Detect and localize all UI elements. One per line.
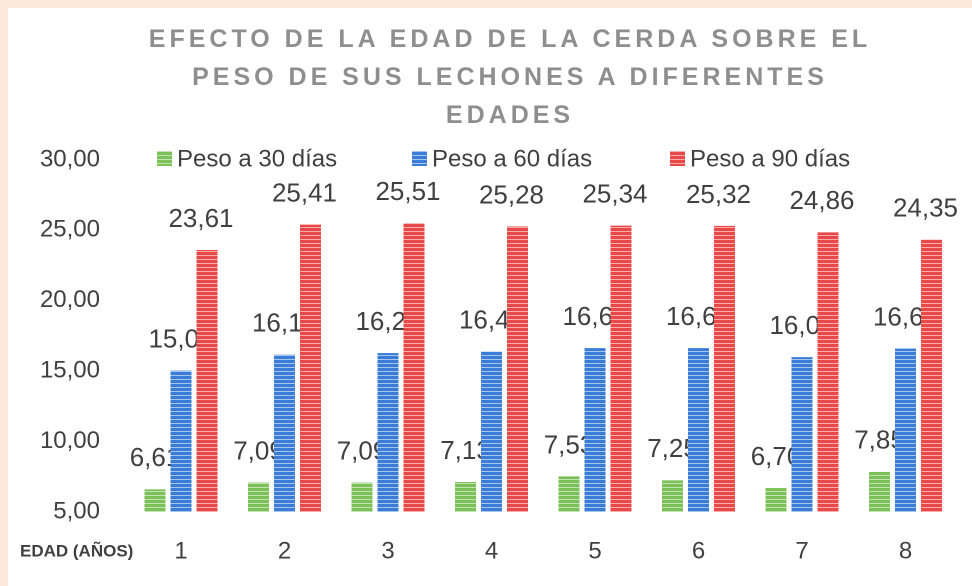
bar bbox=[455, 482, 476, 512]
bar bbox=[377, 353, 399, 512]
bar bbox=[170, 370, 192, 512]
bar bbox=[144, 489, 166, 512]
legend-label: Peso a 30 días bbox=[177, 145, 337, 172]
x-tick-label: 2 bbox=[278, 537, 291, 564]
y-tick-label: 25,00 bbox=[40, 216, 100, 243]
bar bbox=[351, 482, 373, 512]
data-label: 25,32 bbox=[686, 179, 751, 209]
x-tick-label: 1 bbox=[174, 537, 187, 564]
bar bbox=[817, 232, 839, 512]
legend-label: Peso a 90 días bbox=[690, 145, 850, 172]
bar bbox=[921, 239, 942, 512]
y-tick-label: 20,00 bbox=[40, 286, 100, 313]
bar bbox=[584, 348, 606, 512]
bar bbox=[610, 225, 632, 512]
bar bbox=[481, 351, 502, 512]
data-label: 25,41 bbox=[272, 178, 337, 208]
y-tick-label: 10,00 bbox=[40, 427, 100, 454]
chart-title: EFECTO DE LA EDAD DE LA CERDA SOBRE EL P… bbox=[148, 25, 872, 129]
data-label: 23,61 bbox=[168, 203, 233, 233]
y-tick-label: 5,00 bbox=[53, 497, 100, 524]
x-axis-label: EDAD (AÑOS) bbox=[20, 540, 133, 560]
bar bbox=[714, 225, 735, 512]
bar bbox=[765, 488, 787, 512]
bar bbox=[791, 357, 813, 512]
x-tick-label: 3 bbox=[381, 537, 394, 564]
legend-swatch bbox=[670, 151, 685, 166]
bar bbox=[869, 471, 890, 512]
bar bbox=[895, 348, 916, 512]
data-label: 24,35 bbox=[893, 192, 958, 222]
x-tick-label: 7 bbox=[795, 537, 808, 564]
data-label: 25,28 bbox=[479, 179, 544, 209]
bar bbox=[558, 476, 580, 512]
legend-swatch bbox=[157, 151, 172, 166]
bar bbox=[274, 354, 295, 512]
bar bbox=[688, 348, 709, 512]
y-tick-label: 30,00 bbox=[40, 145, 100, 172]
x-tick-label: 5 bbox=[588, 537, 601, 564]
x-tick-label: 6 bbox=[692, 537, 705, 564]
x-tick-label: 4 bbox=[485, 537, 498, 564]
bar bbox=[196, 249, 218, 513]
y-tick-label: 15,00 bbox=[40, 357, 100, 384]
legend-swatch bbox=[412, 151, 427, 166]
bar bbox=[248, 482, 269, 512]
data-label: 25,51 bbox=[375, 176, 440, 206]
legend-label: Peso a 60 días bbox=[432, 145, 592, 172]
x-tick-label: 8 bbox=[899, 537, 912, 564]
data-label: 25,34 bbox=[582, 178, 647, 208]
data-label: 24,86 bbox=[789, 185, 854, 215]
bar bbox=[300, 224, 321, 512]
bar bbox=[507, 226, 528, 513]
bar bbox=[662, 480, 683, 512]
bar bbox=[403, 223, 425, 513]
